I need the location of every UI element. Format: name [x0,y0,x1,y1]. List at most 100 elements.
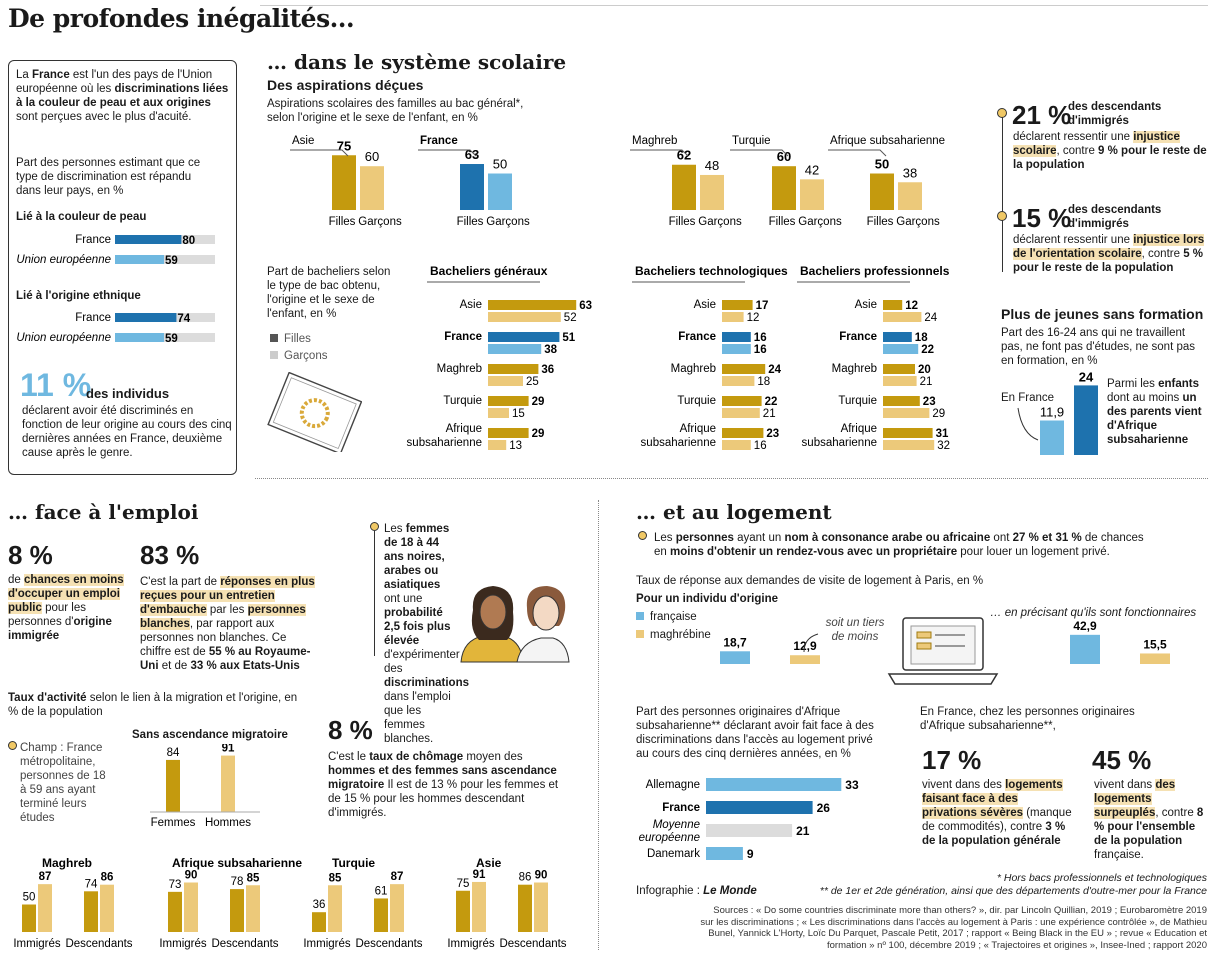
fonct-note: … en précisant qu'ils sont fonctionnaire… [990,607,1197,619]
women-bullet [370,522,379,531]
school-sub: Des aspirations déçues [267,77,424,93]
perception-value: 59 [165,333,178,345]
bac-bar [883,408,930,418]
sans-axis-label: Femmes [151,817,196,829]
bac-bar [722,408,760,418]
bac-value: 31 [936,428,949,440]
afr-bar [706,847,743,860]
bac-value: 24 [768,364,781,376]
origine-axis-label: Immigrés [447,938,495,950]
perception-value: 80 [182,235,195,247]
perception-bar [115,255,164,264]
eleven-pct: 11 % [20,367,92,403]
paris-bar [1070,634,1100,664]
bac-category: Asie [694,299,716,311]
aspiration-bar [360,166,384,210]
callout-line [290,149,349,157]
bac-category: Afrique [841,423,877,435]
chomage-8: 8 % [328,715,373,745]
perception-label: Union européenne [16,332,111,344]
afr-bar [706,801,813,814]
aspiration-axis-label: Garçons [358,216,402,228]
legend-filles: Filles [270,332,311,346]
origine-value: 87 [39,871,52,883]
bac-value: 16 [754,440,767,452]
perception-label: France [75,312,111,324]
neet-value: 11,9 [1040,404,1064,419]
neet-fr: En France [1001,392,1055,404]
bac-bar [722,312,744,322]
bac-bar [883,364,915,374]
logement-45: 45 % [1092,745,1152,775]
aspiration-bar [800,179,824,210]
stats-line [1002,112,1003,272]
callout-line [418,149,477,157]
bac-category: France [678,331,716,343]
paris-bar [790,655,820,664]
bac-category: France [839,331,877,343]
aspiration-bar [332,155,356,210]
afrique-desc: Part des personnes originaires d'Afrique… [636,706,874,760]
origine-bar [22,904,36,932]
paris-bar [720,651,750,664]
origine-axis-label: Immigrés [303,938,351,950]
aspiration-category: Asie [292,135,314,147]
logement-text: Les personnes ayant un nom à consonance … [654,532,1144,558]
sans-axis-label: Hommes [205,817,251,829]
bac-bar [722,364,766,374]
aspiration-value: 62 [677,148,691,163]
origine-value: 85 [247,872,260,884]
stat-21-text: déclarent ressentir une injustice scolai… [1013,131,1207,171]
origine-bar [184,882,198,932]
bac-category: France [444,331,482,343]
origine-value: 61 [375,885,388,897]
perception-group-1: Lié à la couleur de peau [16,211,147,223]
perception-bar [115,313,177,322]
perception-bar-bg [115,255,215,264]
bac-desc: Part de bacheliers selon le type de bac … [267,266,391,320]
leg-francaise: française [636,610,697,624]
bac-value: 21 [920,376,933,388]
bac-bar [883,344,919,354]
eleven-lead: des individus [86,386,170,401]
afr-value: 33 [845,778,859,792]
champ-bullet [8,741,17,750]
bac-value: 18 [757,376,770,388]
bac-bar [722,440,751,450]
origine-group: Asie [476,856,502,870]
aspiration-category: France [420,135,458,147]
bullet-2 [997,211,1007,221]
bac-category: subsaharienne [802,437,877,449]
diploma-illustration [267,372,362,452]
callout-line [730,149,789,157]
aspiration-axis-label: Garçons [896,216,940,228]
logement-45-text: vivent dans des logements surpeuplés, co… [1094,779,1204,861]
stat-15-text: déclarent ressentir une injustice lors d… [1013,234,1205,274]
logement-bullet [638,531,647,540]
origine-value: 90 [185,870,198,882]
origine-value: 90 [535,870,548,882]
bac-category: Turquie [677,395,716,407]
logement-title: … et au logement [636,500,832,524]
bac-bar [722,332,751,342]
origine-bar [390,884,404,932]
perception-subtitle: Part des personnes estimant que ce type … [16,157,201,197]
origine-axis-label: Descendants [499,938,566,950]
origine-bar [374,898,388,932]
sans-bar [166,759,180,812]
school-title: … dans le système scolaire [267,50,567,74]
paris-value: 15,5 [1143,637,1167,651]
origine-group: Turquie [332,856,375,870]
bac-category: Afrique [680,423,716,435]
bac-category: Turquie [443,395,482,407]
women-line [374,531,375,656]
aspiration-axis-label: Filles [329,216,356,228]
bac-category: Turquie [838,395,877,407]
origine-value: 74 [85,878,98,890]
aspiration-bar [898,182,922,210]
aspiration-value: 50 [493,157,507,172]
bac-category: Maghreb [832,363,877,375]
origine-bar [168,891,182,932]
section-divider [255,478,1208,479]
perception-label: Union européenne [16,254,111,266]
